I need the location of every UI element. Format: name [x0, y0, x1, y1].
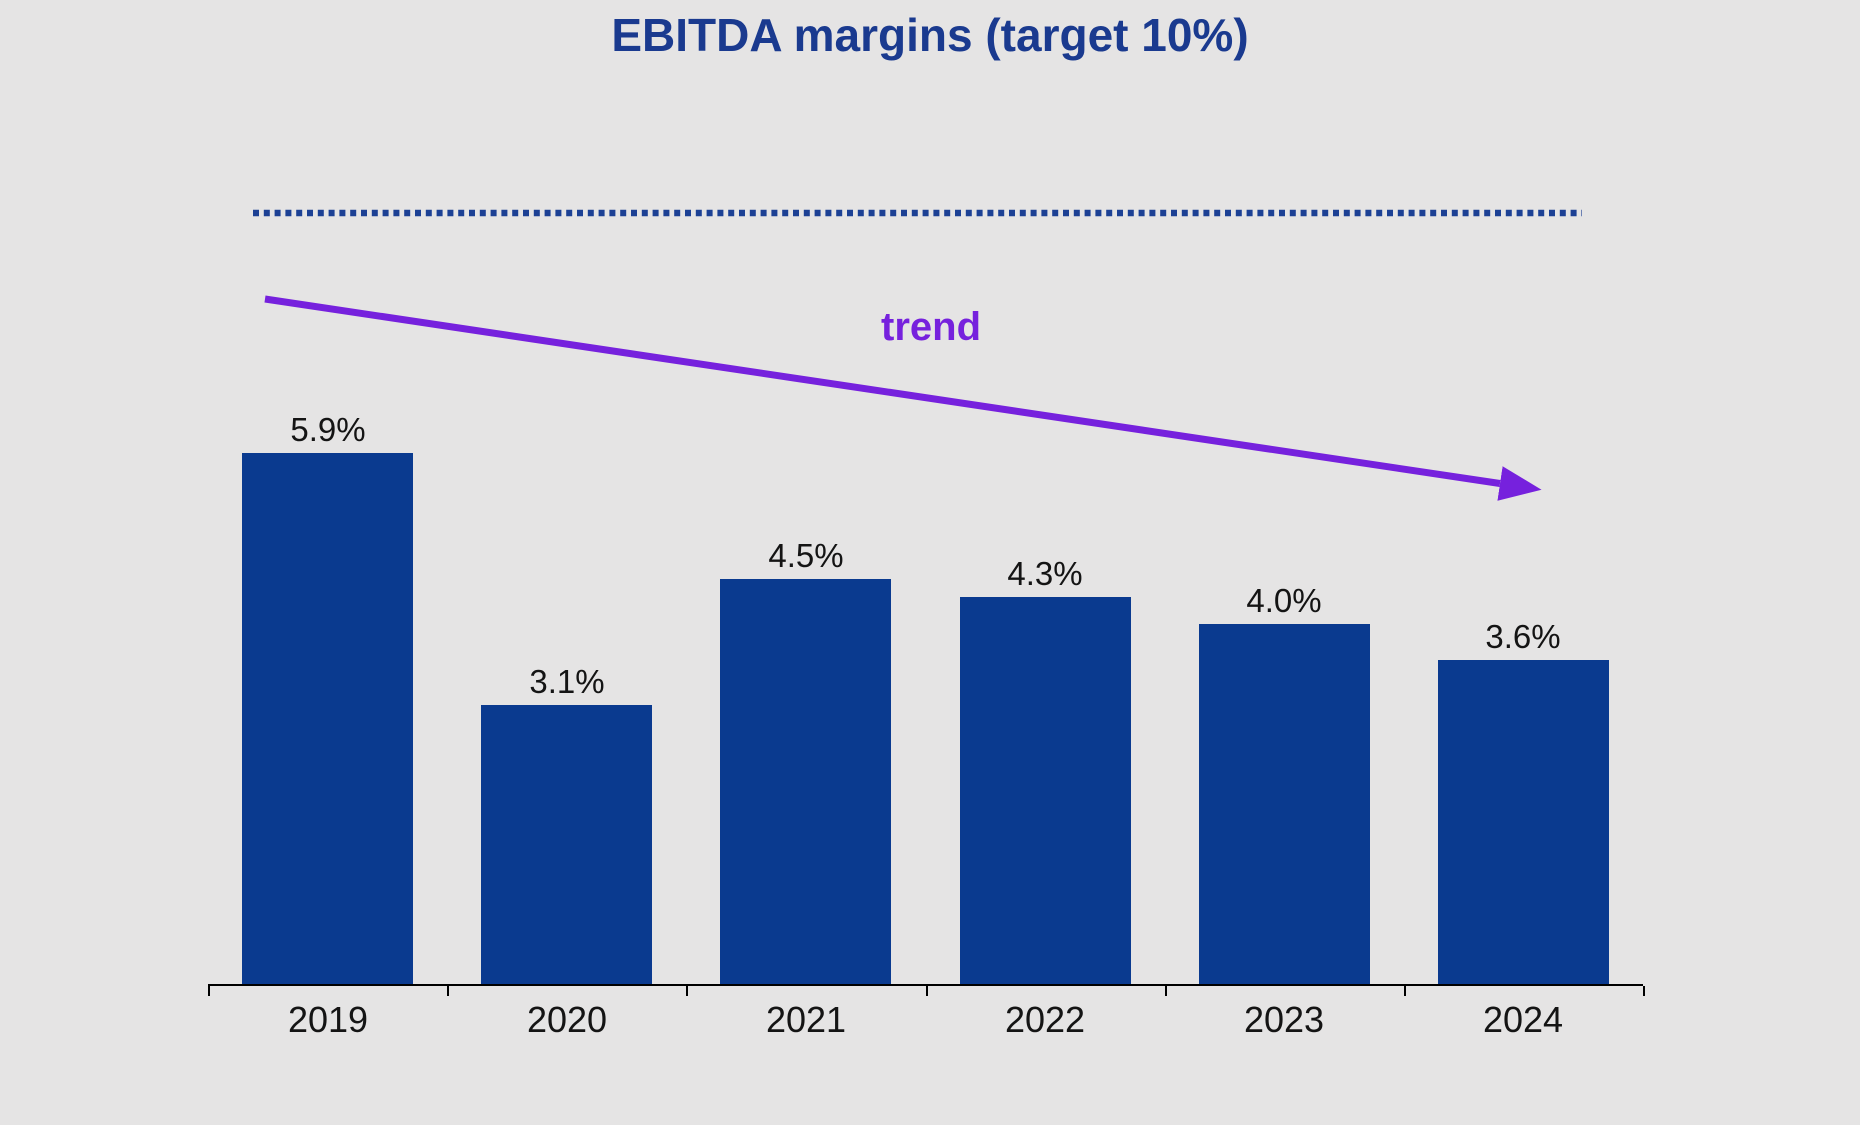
- x-axis-label-2024: 2024: [1482, 999, 1564, 1040]
- bar-value-label-2020: 3.1%: [529, 663, 605, 700]
- x-axis: [208, 984, 1643, 986]
- x-axis-label-2020: 2020: [526, 999, 608, 1040]
- trend-arrow: [264, 295, 1542, 501]
- trend-label: trend: [881, 305, 981, 349]
- bar-value-label-2023: 4.0%: [1246, 582, 1322, 619]
- axis-tick: [686, 986, 688, 996]
- bar-value-label-2021: 4.5%: [768, 537, 844, 574]
- axis-tick: [926, 986, 928, 996]
- axis-tick: [208, 986, 210, 996]
- bar-value-label-2024: 3.6%: [1485, 618, 1561, 655]
- bar-2023: [1199, 624, 1370, 985]
- axis-tick: [1643, 986, 1645, 996]
- x-axis-label-2021: 2021: [765, 999, 847, 1040]
- x-axis-label-2022: 2022: [1004, 999, 1086, 1040]
- bar-2021: [720, 579, 891, 985]
- bar-value-label-2019: 5.9%: [290, 411, 366, 448]
- bar-2019: [242, 453, 413, 985]
- x-axis-label-2023: 2023: [1243, 999, 1325, 1040]
- page-title: EBITDA margins (target 10%): [611, 9, 1249, 61]
- axis-tick: [1404, 986, 1406, 996]
- x-axis-label-2019: 2019: [287, 999, 369, 1040]
- bar-2020: [481, 705, 652, 985]
- bar-2022: [960, 597, 1131, 985]
- axis-tick: [1165, 986, 1167, 996]
- bar-2024: [1438, 660, 1609, 985]
- axis-tick: [447, 986, 449, 996]
- bar-value-label-2022: 4.3%: [1007, 555, 1083, 592]
